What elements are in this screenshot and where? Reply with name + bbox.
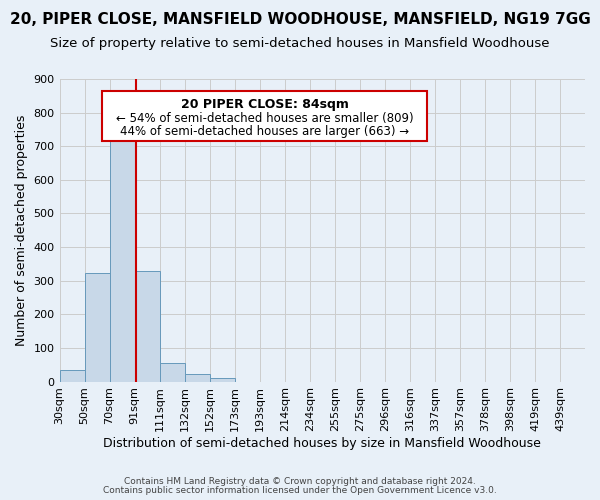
Text: Contains HM Land Registry data © Crown copyright and database right 2024.: Contains HM Land Registry data © Crown c… xyxy=(124,477,476,486)
Bar xyxy=(110,133,134,382)
Text: Size of property relative to semi-detached houses in Mansfield Woodhouse: Size of property relative to semi-detach… xyxy=(50,38,550,51)
Bar xyxy=(59,370,85,382)
Text: 44% of semi-detached houses are larger (663) →: 44% of semi-detached houses are larger (… xyxy=(120,125,409,138)
Bar xyxy=(160,363,185,382)
Text: Contains public sector information licensed under the Open Government Licence v3: Contains public sector information licen… xyxy=(103,486,497,495)
Bar xyxy=(134,270,160,382)
Bar xyxy=(185,374,209,382)
Text: 20, PIPER CLOSE, MANSFIELD WOODHOUSE, MANSFIELD, NG19 7GG: 20, PIPER CLOSE, MANSFIELD WOODHOUSE, MA… xyxy=(10,12,590,28)
Bar xyxy=(85,273,110,382)
Text: 20 PIPER CLOSE: 84sqm: 20 PIPER CLOSE: 84sqm xyxy=(181,98,349,111)
Text: ← 54% of semi-detached houses are smaller (809): ← 54% of semi-detached houses are smalle… xyxy=(116,112,413,124)
Bar xyxy=(209,378,235,382)
X-axis label: Distribution of semi-detached houses by size in Mansfield Woodhouse: Distribution of semi-detached houses by … xyxy=(103,437,541,450)
Y-axis label: Number of semi-detached properties: Number of semi-detached properties xyxy=(15,114,28,346)
FancyBboxPatch shape xyxy=(101,91,427,141)
